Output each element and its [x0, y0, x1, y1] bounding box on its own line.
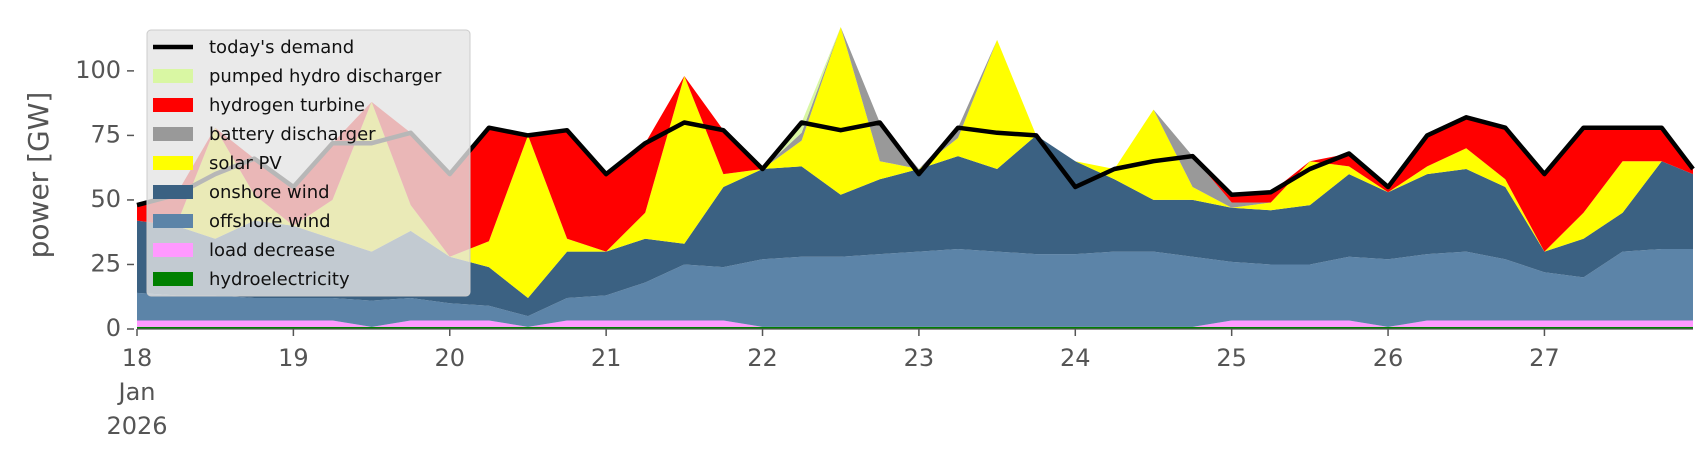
- legend-swatch: [153, 214, 193, 228]
- x-tick-label: 22: [747, 344, 778, 372]
- legend-label: onshore wind: [209, 182, 330, 203]
- legend-label: today's demand: [209, 37, 354, 58]
- legend-swatch: [153, 156, 193, 170]
- y-axis-label: power [GW]: [22, 92, 55, 259]
- legend-swatch: [153, 127, 193, 141]
- area: [137, 135, 1693, 317]
- area: [137, 249, 1693, 327]
- legend-box: [146, 29, 471, 297]
- legend-swatch: [153, 69, 193, 83]
- x-tick-label: 24: [1060, 344, 1091, 372]
- x-tick-label: 21: [591, 344, 622, 372]
- legend-label: solar PV: [209, 153, 282, 174]
- legend-label: hydroelectricity: [209, 269, 350, 290]
- y-tick-label: 0: [106, 314, 121, 342]
- legend-swatch: [153, 185, 193, 199]
- legend-label: pumped hydro discharger: [209, 66, 442, 87]
- area: [137, 27, 1693, 257]
- legend-label: offshore wind: [209, 211, 331, 232]
- legend-label: hydrogen turbine: [209, 95, 365, 116]
- x-tick-label: 18 Jan 2026: [106, 344, 167, 440]
- legend-swatch: [153, 272, 193, 286]
- x-tick-label: 25: [1216, 344, 1247, 372]
- area: [137, 27, 1693, 298]
- legend-swatch: [153, 98, 193, 112]
- y-tick-label: 100: [75, 56, 121, 84]
- x-tick-label: 27: [1529, 344, 1560, 372]
- x-tick-label: 20: [434, 344, 465, 372]
- legend-label: load decrease: [209, 240, 335, 261]
- x-tick-label: 19: [278, 344, 309, 372]
- area: [137, 320, 1693, 327]
- legend-swatch: [153, 243, 193, 257]
- y-tick-label: 25: [90, 249, 121, 277]
- x-tick-label: 23: [904, 344, 935, 372]
- x-tick-label: 26: [1373, 344, 1404, 372]
- y-tick-label: 75: [90, 120, 121, 148]
- legend-label: battery discharger: [209, 124, 376, 145]
- y-tick-label: 50: [90, 185, 121, 213]
